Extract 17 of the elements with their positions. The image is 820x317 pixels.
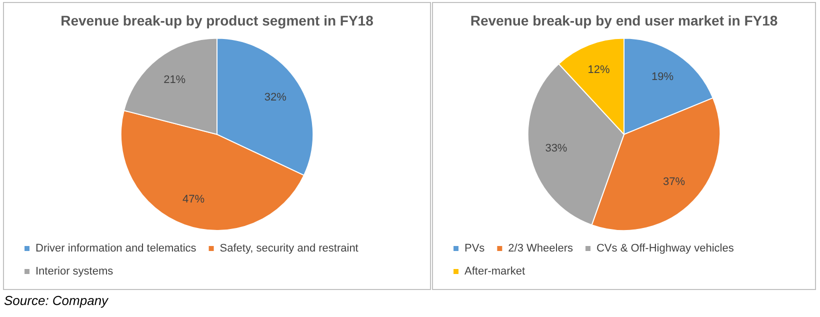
legend-label: After-market [464,266,526,278]
chart-title: Revenue break-up by end user market in FY18 [470,12,778,28]
chart-title: Revenue break-up by product segment in FY18 [60,12,374,28]
data-label: 47% [182,194,205,206]
legend-label: Driver information and telematics [36,242,197,255]
source-note: Source: Company [4,293,108,308]
data-label: 33% [545,142,568,154]
legend-label: CVs & Off-Highway vehicles [596,242,734,255]
data-label: 32% [264,91,287,104]
legend-label: 2/3 Wheelers [508,242,574,255]
data-label: 37% [663,176,686,188]
legend-label: Safety, security and restraint [220,242,358,255]
legend-label: Interior systems [36,266,114,278]
data-label: 21% [164,74,186,86]
legend-label: PVs [464,242,486,255]
data-label: 19% [652,70,674,83]
data-label: 12% [588,64,610,76]
